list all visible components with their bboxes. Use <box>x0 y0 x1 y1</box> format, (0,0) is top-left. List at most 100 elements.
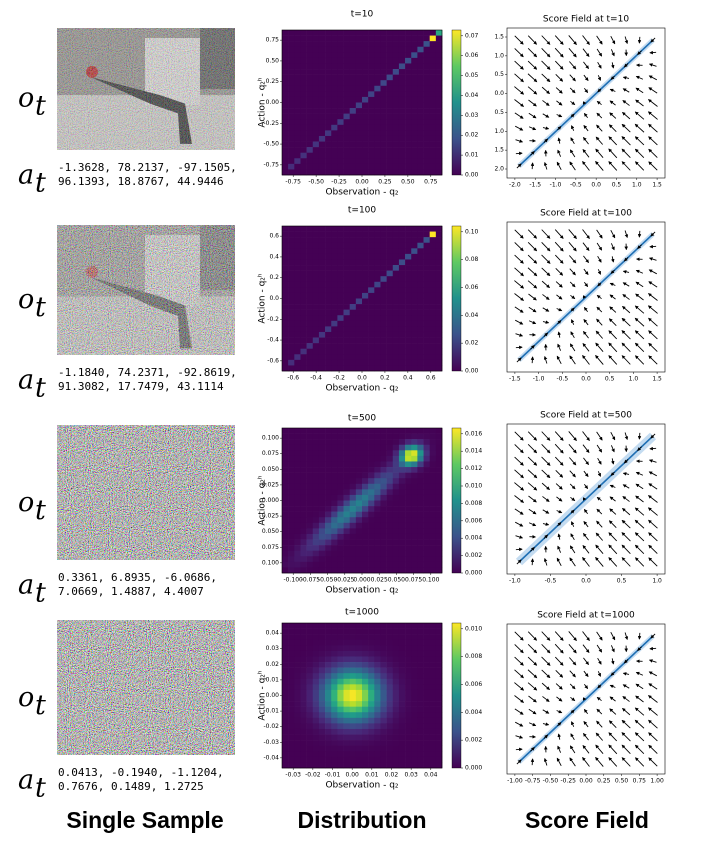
heatmap-cell <box>362 433 369 440</box>
heatmap-cell <box>343 96 350 103</box>
heatmap-cell <box>386 292 394 299</box>
heatmap-cell <box>374 684 381 691</box>
heatmap-cell <box>405 265 412 271</box>
heatmap-cell <box>362 226 369 232</box>
score-arrow <box>583 306 589 313</box>
heatmap-cell <box>411 281 418 288</box>
heatmap-cell <box>331 717 338 724</box>
heatmap-cell <box>349 135 357 142</box>
heatmap-cell <box>306 331 314 338</box>
heatmap-cell <box>411 309 418 316</box>
heatmap-cell <box>374 52 381 59</box>
heatmap-cell <box>374 678 381 685</box>
heatmap-cell <box>392 365 400 372</box>
heatmap-cell <box>294 354 301 361</box>
heatmap-cell <box>288 506 295 512</box>
heatmap-cell <box>337 511 344 518</box>
heatmap-cell <box>417 561 424 568</box>
score-arrow <box>555 669 564 678</box>
score-arrow <box>557 722 562 727</box>
heatmap-cell <box>355 517 363 524</box>
heatmap-cell <box>331 85 338 92</box>
heatmap-cell <box>411 35 418 42</box>
heatmap-cell <box>429 745 437 752</box>
heatmap-cell <box>355 96 363 103</box>
heatmap-cell <box>423 701 430 707</box>
heatmap-cell <box>337 762 344 769</box>
heatmap-cell <box>368 276 375 283</box>
heatmap-cell <box>398 96 406 103</box>
heatmap-cell <box>306 751 314 758</box>
heatmap-cell <box>362 745 369 752</box>
heatmap-cell <box>368 298 375 305</box>
y-tick-label: 0.02 <box>266 661 280 668</box>
heatmap-cell <box>337 489 344 496</box>
heatmap-cell <box>331 253 338 260</box>
heatmap-cell <box>355 428 363 434</box>
score-arrow <box>624 432 629 441</box>
heatmap-cell <box>386 343 394 349</box>
heatmap-cell <box>306 701 314 707</box>
heatmap-cell <box>337 46 344 53</box>
heatmap-cell <box>282 91 289 98</box>
colorbar-tick-label: 0.002 <box>465 552 482 559</box>
heatmap-cell <box>386 108 394 114</box>
heatmap-cell <box>343 701 350 707</box>
heatmap-cell <box>318 517 326 524</box>
heatmap-cell <box>386 539 394 546</box>
heatmap-cell <box>405 359 412 366</box>
score-arrow <box>541 47 551 58</box>
heatmap-cell <box>411 85 418 92</box>
score-arrow <box>583 470 589 478</box>
score-arrow <box>648 495 658 503</box>
heatmap-cell <box>374 158 381 165</box>
score-arrow <box>554 456 564 466</box>
heatmap-cell <box>423 723 430 730</box>
heatmap-cell <box>331 248 338 255</box>
heatmap-cell <box>398 315 406 322</box>
score-arrow <box>634 532 645 542</box>
heatmap-cell <box>312 506 320 512</box>
heatmap-cell <box>312 292 320 299</box>
heatmap-cell <box>312 226 320 232</box>
heatmap-cell <box>423 728 430 735</box>
heatmap-cell <box>429 712 437 719</box>
heatmap-cell <box>337 248 344 255</box>
score-arrow <box>541 482 550 491</box>
score-arrow <box>569 268 576 276</box>
heatmap-cell <box>417 478 424 485</box>
heatmap-cell <box>337 74 344 81</box>
heatmap-cell <box>386 489 394 496</box>
heatmap-cell <box>343 511 350 518</box>
heatmap-cell <box>386 478 394 485</box>
heatmap-cell <box>398 287 406 294</box>
heatmap-cell <box>300 656 307 663</box>
heatmap-cell <box>312 662 320 668</box>
x-tick-label: -0.6 <box>287 375 299 382</box>
heatmap-cell <box>331 745 338 752</box>
score-arrow <box>596 696 602 702</box>
score-arrow <box>650 231 656 237</box>
heatmap-cell <box>306 265 314 271</box>
heatmap-cell <box>355 706 363 713</box>
heatmap-cell <box>288 80 295 87</box>
score-arrow <box>555 73 564 82</box>
score-arrow <box>582 355 590 365</box>
heatmap-cell <box>362 298 369 305</box>
heatmap-cell <box>380 331 387 338</box>
heatmap-cell <box>392 91 400 98</box>
heatmap-cell <box>392 762 400 769</box>
heatmap-cell <box>288 494 295 501</box>
heatmap-cell <box>288 231 295 238</box>
x-tick-label: 1.0 <box>629 376 639 383</box>
heatmap-cell <box>294 365 301 372</box>
heatmap-cell <box>312 304 320 310</box>
heatmap-cell <box>349 253 357 260</box>
heatmap-cell <box>355 359 363 366</box>
heatmap-cell <box>306 656 314 663</box>
heatmap-cell <box>380 226 387 232</box>
heatmap-cell <box>343 348 350 355</box>
heatmap-cell <box>411 226 418 232</box>
score-arrow <box>541 656 551 666</box>
heatmap-cell <box>325 69 332 75</box>
